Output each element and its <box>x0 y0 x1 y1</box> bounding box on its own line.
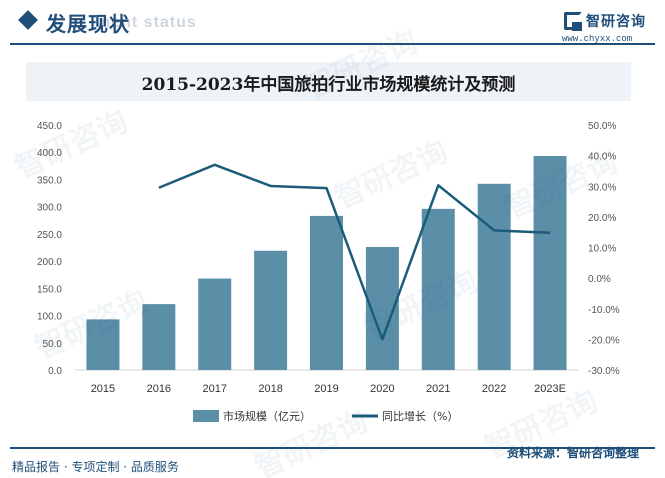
bar-2016 <box>142 304 176 370</box>
bar-2022 <box>477 183 511 370</box>
y-left-tick-label: 250.0 <box>37 230 62 241</box>
x-tick-label: 2021 <box>426 383 450 395</box>
x-tick-label: 2016 <box>147 383 171 395</box>
header-divider <box>10 43 655 45</box>
legend-bar-label: 市场规模（亿元） <box>223 409 311 423</box>
chart-title-band: 2015-2023年中国旅拍行业市场规模统计及预测 <box>26 62 631 101</box>
bar-2021 <box>421 208 455 370</box>
x-tick-label: 2017 <box>202 383 226 395</box>
y-right-tick-label: 40.0% <box>588 152 616 163</box>
x-tick-label: 2023E <box>534 383 566 395</box>
bar-2023E <box>533 156 567 370</box>
y-left-tick-label: 300.0 <box>37 203 62 214</box>
growth-line <box>158 163 551 341</box>
x-tick-label: 2015 <box>91 383 115 395</box>
y-left-tick-label: 200.0 <box>37 257 62 268</box>
bar-2015 <box>86 319 120 370</box>
y-right-tick-label: 20.0% <box>588 213 616 224</box>
y-left-tick-label: 0.0 <box>48 366 62 377</box>
y-left-tick-label: 400.0 <box>37 148 62 159</box>
footer-tagline: 精品报告 · 专项定制 · 品质服务 <box>12 460 179 474</box>
x-tick-label: 2022 <box>482 383 506 395</box>
y-left-tick-label: 50.0 <box>43 339 63 350</box>
header-subtitle: ment status <box>96 14 197 31</box>
x-tick-label: 2020 <box>370 383 394 395</box>
bar-2017 <box>198 278 232 370</box>
y-right-tick-label: 50.0% <box>588 121 616 132</box>
bar-2018 <box>254 250 288 370</box>
chart-title: 2015-2023年中国旅拍行业市场规模统计及预测 <box>141 75 516 95</box>
logo-icon <box>564 12 582 31</box>
x-tick-label: 2019 <box>314 383 338 395</box>
y-right-tick-label: -30.0% <box>588 366 620 377</box>
y-left-tick-label: 100.0 <box>37 312 62 323</box>
header-title: 发展现状 <box>46 12 130 36</box>
y-left-tick-label: 350.0 <box>37 175 62 186</box>
y-right-tick-label: 0.0% <box>588 274 611 285</box>
y-right-tick-label: -10.0% <box>588 305 620 316</box>
y-left-tick-label: 450.0 <box>37 121 62 132</box>
footer-divider <box>10 447 655 449</box>
y-right-tick-label: 30.0% <box>588 182 616 193</box>
y-left-tick-label: 150.0 <box>37 284 62 295</box>
y-right-tick-label: -20.0% <box>588 335 620 346</box>
bar-2019 <box>310 215 343 370</box>
logo-url: www.chyxx.com <box>562 34 633 44</box>
section-header: ment status 发展现状 <box>0 0 665 46</box>
legend-line-label: 同比增长（%） <box>382 409 458 423</box>
brand-logo: 智研咨询 www.chyxx.com <box>562 10 660 44</box>
logo-name: 智研咨询 <box>586 14 646 30</box>
data-source: 资料来源：智研咨询整理 <box>507 446 640 460</box>
x-tick-label: 2018 <box>258 383 282 395</box>
y-right-tick-label: 10.0% <box>588 244 616 255</box>
legend-bar-swatch <box>193 410 219 422</box>
